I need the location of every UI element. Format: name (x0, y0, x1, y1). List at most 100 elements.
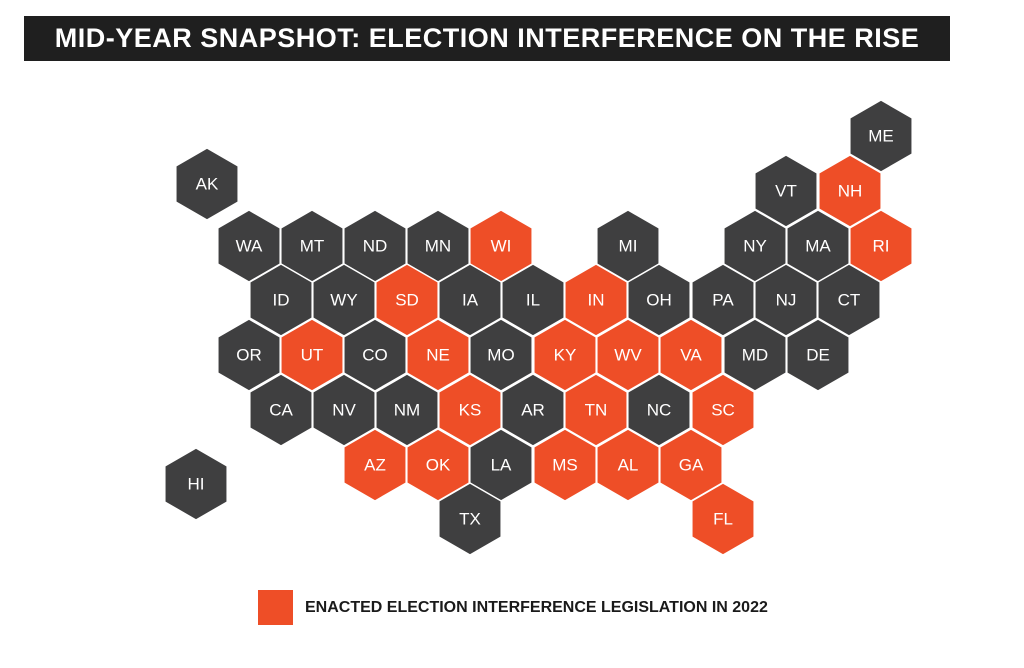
state-hex-mo: MO (469, 318, 533, 392)
state-hex-shape (691, 482, 755, 556)
state-label: MN (425, 237, 451, 256)
state-label: NY (743, 237, 767, 256)
chart-title: MID-YEAR SNAPSHOT: ELECTION INTERFERENCE… (54, 23, 920, 53)
state-label: KS (459, 401, 482, 420)
state-hex-shape (469, 318, 533, 392)
state-label: AR (521, 401, 545, 420)
state-label: OK (426, 456, 451, 475)
legend-swatch-enacted (258, 590, 293, 625)
state-hex-me: ME (849, 99, 913, 173)
state-hex-ct: CT (817, 263, 881, 337)
state-hex-shape (659, 428, 723, 502)
state-label: LA (491, 456, 512, 475)
state-label: OH (646, 291, 672, 310)
state-hex-shape (438, 482, 502, 556)
state-label: WY (330, 291, 357, 310)
state-label: VT (775, 182, 797, 201)
state-label: NE (426, 346, 450, 365)
state-label: TN (585, 401, 608, 420)
state-hex-wa: WA (217, 209, 281, 283)
state-hex-shape (817, 263, 881, 337)
state-hex-shape (754, 154, 818, 228)
state-hex-de: DE (786, 318, 850, 392)
state-hex-vt: VT (754, 154, 818, 228)
state-label: MA (805, 237, 831, 256)
state-hex-id: ID (249, 263, 313, 337)
state-hex-hi: HI (164, 447, 228, 521)
state-label: ID (273, 291, 290, 310)
state-hex-oh: OH (627, 263, 691, 337)
state-label: TX (459, 510, 481, 529)
state-hex-ia: IA (438, 263, 502, 337)
state-hex-ut: UT (280, 318, 344, 392)
state-hex-mi: MI (596, 209, 660, 283)
state-label: GA (679, 456, 704, 475)
state-label: ND (363, 237, 388, 256)
state-label: MS (552, 456, 578, 475)
state-hex-al: AL (596, 428, 660, 502)
state-hex-shape (818, 154, 882, 228)
state-hex-or: OR (217, 318, 281, 392)
state-hex-ne: NE (406, 318, 470, 392)
state-hex-shape (164, 447, 228, 521)
state-label: CT (838, 291, 861, 310)
state-hex-tx: TX (438, 482, 502, 556)
state-hex-nj: NJ (754, 263, 818, 337)
state-hex-shape (786, 318, 850, 392)
state-label: CO (362, 346, 388, 365)
state-label: AK (196, 175, 219, 194)
state-label: ME (868, 127, 894, 146)
state-label: NH (838, 182, 863, 201)
state-label: UT (301, 346, 324, 365)
state-hex-ky: KY (533, 318, 597, 392)
state-hex-ak: AK (175, 147, 239, 221)
state-label: NC (647, 401, 672, 420)
state-hex-az: AZ (343, 428, 407, 502)
state-hex-ca: CA (249, 373, 313, 447)
state-label: VA (680, 346, 702, 365)
legend: ENACTED ELECTION INTERFERENCE LEGISLATIO… (258, 590, 768, 625)
state-label: RI (873, 237, 890, 256)
state-hex-wv: WV (596, 318, 660, 392)
state-label: MI (619, 237, 638, 256)
state-hex-nc: NC (627, 373, 691, 447)
state-label: NV (332, 401, 356, 420)
state-label: IA (462, 291, 479, 310)
state-hex-shape (691, 373, 755, 447)
state-label: MO (487, 346, 514, 365)
state-hex-shape (627, 373, 691, 447)
state-hex-shape (659, 318, 723, 392)
legend-label: ENACTED ELECTION INTERFERENCE LEGISLATIO… (305, 598, 768, 616)
state-label: WI (491, 237, 512, 256)
state-label: IL (526, 291, 540, 310)
state-label: IN (588, 291, 605, 310)
state-hex-shape (849, 209, 913, 283)
state-hex-fl: FL (691, 482, 755, 556)
state-label: HI (188, 475, 205, 494)
state-hex-ga: GA (659, 428, 723, 502)
state-hex-sc: SC (691, 373, 755, 447)
state-hex-shape (627, 263, 691, 337)
state-label: WA (236, 237, 263, 256)
state-label: SC (711, 401, 735, 420)
state-hex-wy: WY (312, 263, 376, 337)
state-hex-va: VA (659, 318, 723, 392)
state-hex-ar: AR (501, 373, 565, 447)
state-label: AZ (364, 456, 386, 475)
state-label: KY (554, 346, 577, 365)
title-bar: MID-YEAR SNAPSHOT: ELECTION INTERFERENCE… (24, 16, 950, 61)
state-hex-pa: PA (691, 263, 755, 337)
state-hex-ri: RI (849, 209, 913, 283)
state-label: AL (618, 456, 639, 475)
state-label: NJ (776, 291, 797, 310)
state-label: CA (269, 401, 293, 420)
state-hex-la: LA (469, 428, 533, 502)
state-hex-il: IL (501, 263, 565, 337)
state-label: FL (713, 510, 733, 529)
state-label: NM (394, 401, 420, 420)
state-label: SD (395, 291, 419, 310)
state-label: OR (236, 346, 262, 365)
state-hex-mt: MT (280, 209, 344, 283)
state-label: PA (712, 291, 734, 310)
